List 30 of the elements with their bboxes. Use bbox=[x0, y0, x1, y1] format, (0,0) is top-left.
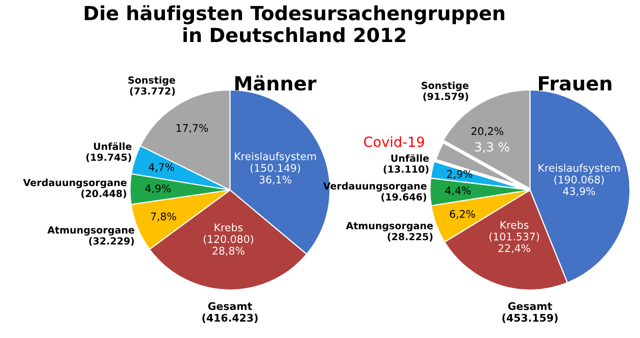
slice-label: Atmungsorgane (28.225) bbox=[346, 222, 433, 242]
text: Gesamt (416.423) bbox=[202, 302, 258, 323]
slice-label: Atmungsorgane (32.229) bbox=[47, 226, 134, 246]
chart-title: Männer bbox=[235, 75, 316, 91]
chart-title: Frauen bbox=[538, 76, 612, 91]
text: Gesamt (453.159) bbox=[502, 302, 558, 323]
data-label: 6,2% bbox=[450, 210, 476, 219]
text: Die häufigsten Todesursachengruppen in Deutschland 2012 bbox=[84, 5, 504, 42]
data-label: 4,9% bbox=[145, 184, 171, 194]
data-label: 20,2% bbox=[472, 127, 504, 136]
data-label: 2,9% bbox=[447, 170, 472, 180]
data-label: 36,1% bbox=[260, 176, 292, 185]
text: Covid-19 bbox=[364, 136, 424, 148]
slice-label: Sonstige (91.579) bbox=[422, 82, 468, 102]
text: 3,3 % bbox=[475, 142, 510, 153]
slice-label: Sonstige (73.772) bbox=[128, 76, 176, 96]
data-label: 7,8% bbox=[151, 212, 176, 222]
slice-label: Verdauungsorgane (20.448) bbox=[23, 178, 127, 198]
data-label: 43,9% bbox=[563, 187, 596, 196]
data-label: 4,4% bbox=[445, 186, 471, 196]
data-label: 28,8% bbox=[212, 246, 244, 256]
data-label: 17,7% bbox=[176, 124, 208, 133]
slice-label: Unfälle (19.745) bbox=[86, 142, 132, 162]
data-label: 22,4% bbox=[498, 244, 530, 254]
slice-label: Krebs (120.080) bbox=[204, 223, 254, 244]
slice-label: Kreislaufsystem (190.068) bbox=[538, 164, 620, 185]
slice-label: Unfälle (13.110) bbox=[384, 154, 429, 174]
data-label: 4,7% bbox=[148, 163, 174, 172]
slice-label: Kreislaufsystem (150.149) bbox=[234, 152, 316, 174]
slice-label: Krebs (101.537) bbox=[490, 220, 539, 242]
